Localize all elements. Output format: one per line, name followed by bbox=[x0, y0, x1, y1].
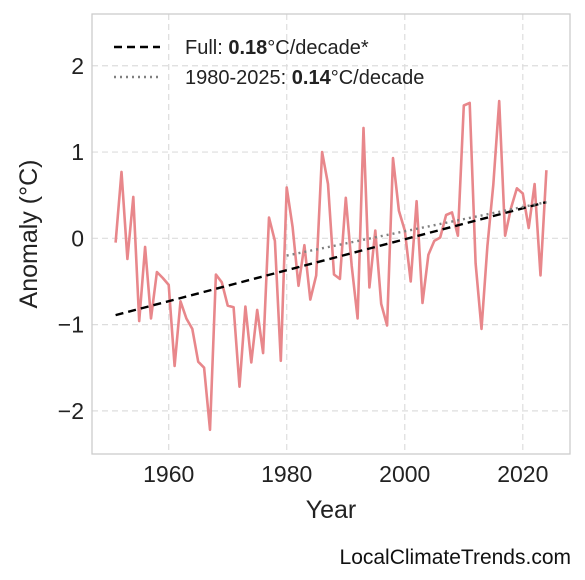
trend-line-1980-2025 bbox=[286, 200, 547, 257]
legend-label-1980-2025: 1980-2025: 0.14°C/decade bbox=[185, 67, 424, 89]
x-tick-label: 2020 bbox=[497, 461, 548, 487]
legend: Full: 0.18°C/decade* 1980-2025: 0.14°C/d… bbox=[114, 37, 424, 89]
y-tick-label: 0 bbox=[71, 225, 84, 251]
y-tick-label: 2 bbox=[71, 53, 84, 79]
y-axis-label: Anomaly (°C) bbox=[15, 160, 43, 309]
series-group bbox=[114, 99, 548, 432]
plot-area-frame bbox=[91, 13, 571, 455]
y-tick-label: −2 bbox=[58, 398, 84, 424]
series-line-anomaly bbox=[114, 99, 548, 432]
trend-line-full bbox=[115, 200, 547, 317]
x-tick-labels: 1960 1980 2000 2020 bbox=[143, 461, 548, 487]
legend-label-full: Full: 0.18°C/decade* bbox=[185, 37, 369, 59]
x-tick-label: 1960 bbox=[143, 461, 194, 487]
x-axis-label: Year bbox=[306, 496, 357, 524]
x-tick-label: 2000 bbox=[379, 461, 430, 487]
y-tick-label: 1 bbox=[71, 139, 84, 165]
y-tick-labels: −2 −1 0 1 2 bbox=[58, 53, 84, 424]
source-credit: LocalClimateTrends.com bbox=[339, 546, 571, 569]
y-tick-label: −1 bbox=[58, 312, 84, 338]
x-tick-label: 1980 bbox=[261, 461, 312, 487]
